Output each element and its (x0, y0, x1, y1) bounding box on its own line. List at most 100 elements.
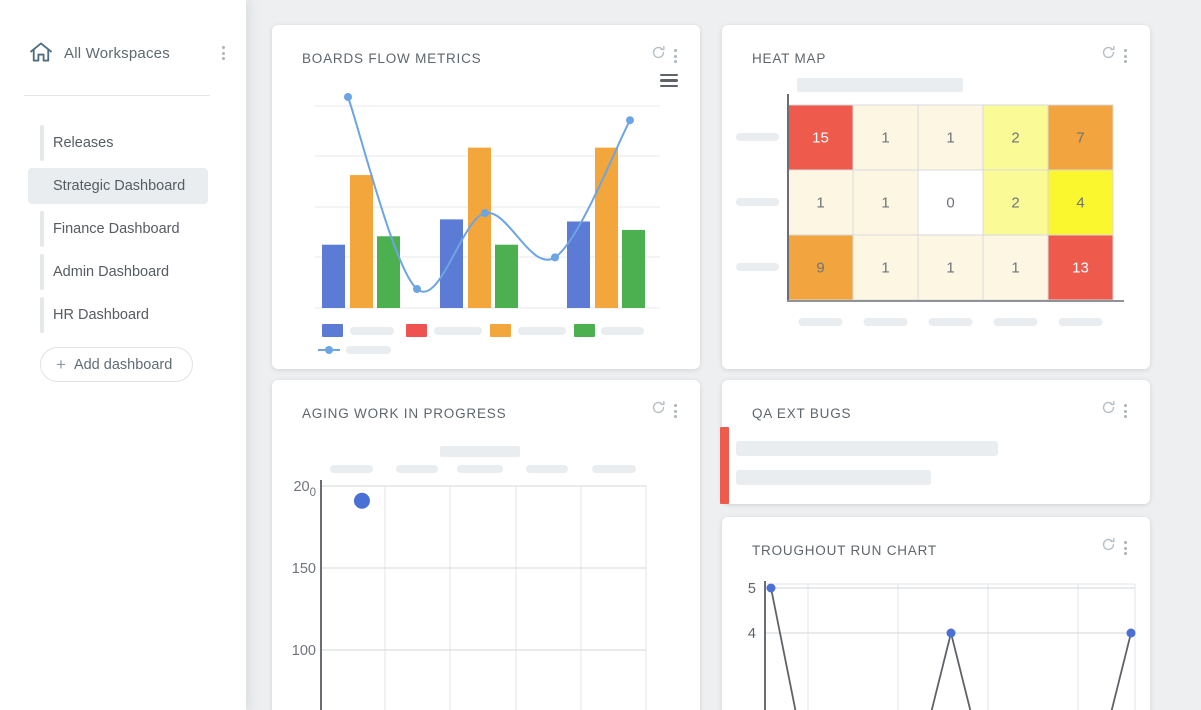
sidebar: All Workspaces Releases Strategic Dashboa… (0, 0, 246, 710)
workspace-header: All Workspaces (0, 0, 246, 66)
blue-series-bar[interactable] (322, 244, 345, 308)
card-title: BOARDS FLOW METRICS (302, 51, 482, 66)
y-tick-label: 150 (292, 561, 316, 577)
sidebar-item-releases[interactable]: Releases (28, 125, 208, 161)
heat-cell[interactable] (787, 104, 854, 171)
sidebar-item-label: HR Dashboard (53, 307, 149, 323)
run-point[interactable] (766, 583, 776, 593)
row-label-skeleton (736, 133, 779, 141)
col-label-skeleton (928, 318, 973, 326)
trend-point[interactable] (481, 209, 489, 218)
heat-cell-value: 2 (1011, 195, 1019, 212)
sidebar-item-finance-dashboard[interactable]: Finance Dashboard (28, 211, 208, 247)
skeleton-text-line (736, 441, 998, 456)
run-line (770, 587, 1132, 710)
orange-series-bar[interactable] (595, 147, 618, 308)
card-menu-icon[interactable] (1121, 46, 1130, 66)
y-tick-label: 4 (748, 626, 756, 642)
trend-point[interactable] (551, 253, 559, 262)
legend-swatch[interactable] (406, 324, 427, 337)
item-accent-bar (40, 168, 44, 204)
scatter-point[interactable] (353, 492, 370, 509)
heat-cell-value: 9 (816, 260, 824, 277)
sidebar-item-strategic-dashboard[interactable]: Strategic Dashboard (28, 168, 208, 204)
y-tick-label: 200 (293, 479, 316, 499)
card-title: HEAT MAP (752, 51, 827, 66)
heat-cell[interactable] (852, 234, 919, 301)
trend-point[interactable] (626, 116, 634, 125)
item-accent-bar (40, 297, 44, 333)
sidebar-item-hr-dashboard[interactable]: HR Dashboard (28, 297, 208, 333)
refresh-icon[interactable] (651, 400, 666, 420)
x-label-skeleton (526, 465, 568, 473)
sidebar-item-label: Releases (53, 135, 114, 151)
heat-cell[interactable] (982, 104, 1049, 171)
x-label-skeleton (457, 465, 503, 473)
row-label-skeleton (736, 263, 779, 271)
workspace-menu-icon[interactable] (219, 43, 228, 63)
card-title: TROUGHOUT RUN CHART (752, 543, 937, 558)
item-accent-bar (40, 211, 44, 247)
heat-cell-value: 1 (1011, 260, 1019, 277)
sidebar-item-label: Finance Dashboard (53, 221, 180, 237)
heat-cell[interactable] (1047, 234, 1114, 301)
trend-point[interactable] (413, 285, 421, 294)
run-point[interactable] (946, 628, 956, 638)
legend-swatch[interactable] (574, 324, 595, 337)
column-header-skeleton (797, 78, 963, 92)
heat-map-chart: 15 1 1 2 7 1 1 0 2 4 9 1 1 1 13 (736, 78, 1124, 326)
refresh-icon[interactable] (1101, 537, 1116, 557)
skeleton-text-line (736, 470, 931, 485)
sidebar-nav: Releases Strategic Dashboard Finance Dashb… (28, 125, 208, 333)
heat-cell[interactable] (917, 169, 984, 236)
heat-cell[interactable] (852, 104, 919, 171)
legend-label-skeleton (518, 327, 566, 335)
legend-label-skeleton (350, 327, 394, 335)
green-series-bar[interactable] (377, 236, 400, 308)
item-accent-bar (40, 254, 44, 290)
boards-flow-chart (315, 93, 660, 354)
sidebar-item-label: Admin Dashboard (53, 264, 170, 280)
home-icon[interactable] (28, 40, 54, 66)
add-dashboard-button[interactable]: + Add dashboard (40, 347, 194, 382)
legend-label-skeleton (434, 327, 482, 335)
heat-cell-value: 1 (946, 130, 954, 147)
legend-line-dot (325, 346, 333, 354)
blue-series-bar[interactable] (567, 221, 590, 308)
blue-series-bar[interactable] (440, 219, 463, 308)
legend-swatch[interactable] (322, 324, 343, 337)
refresh-icon[interactable] (1101, 45, 1116, 65)
trend-point[interactable] (344, 93, 352, 101)
y-tick-label: 100 (292, 643, 316, 659)
heat-cell[interactable] (982, 234, 1049, 301)
run-chart: 54 (748, 581, 1136, 710)
card-menu-icon[interactable] (1121, 538, 1130, 558)
x-label-skeleton (592, 465, 636, 473)
run-point[interactable] (1126, 628, 1136, 638)
orange-series-bar[interactable] (350, 175, 373, 308)
workspace-label: All Workspaces (64, 44, 170, 62)
heat-cell-value: 4 (1076, 195, 1084, 212)
sidebar-item-admin-dashboard[interactable]: Admin Dashboard (28, 254, 208, 290)
refresh-icon[interactable] (1101, 400, 1116, 420)
legend-swatch[interactable] (490, 324, 511, 337)
legend-label-skeleton (346, 346, 391, 354)
card-menu-icon[interactable] (1121, 401, 1130, 421)
card-aging-work-in-progress: 200 150 100 AGING WORK IN PROGRESS (272, 380, 700, 710)
card-boards-flow-metrics: BOARDS FLOW METRICS (272, 25, 700, 369)
orange-series-bar[interactable] (468, 147, 491, 308)
card-heat-map: 15 1 1 2 7 1 1 0 2 4 9 1 1 1 13 HEAT MAP (722, 25, 1150, 369)
sidebar-item-label: Strategic Dashboard (53, 178, 186, 194)
card-menu-icon[interactable] (671, 46, 680, 66)
heat-cell[interactable] (1047, 169, 1114, 236)
hamburger-menu-icon[interactable] (660, 71, 678, 90)
card-menu-icon[interactable] (671, 401, 680, 421)
green-series-bar[interactable] (495, 244, 518, 308)
refresh-icon[interactable] (651, 45, 666, 65)
sidebar-divider (24, 95, 210, 96)
green-series-bar[interactable] (622, 229, 645, 308)
alert-accent-bar (720, 427, 729, 504)
col-label-skeleton (1058, 318, 1103, 326)
